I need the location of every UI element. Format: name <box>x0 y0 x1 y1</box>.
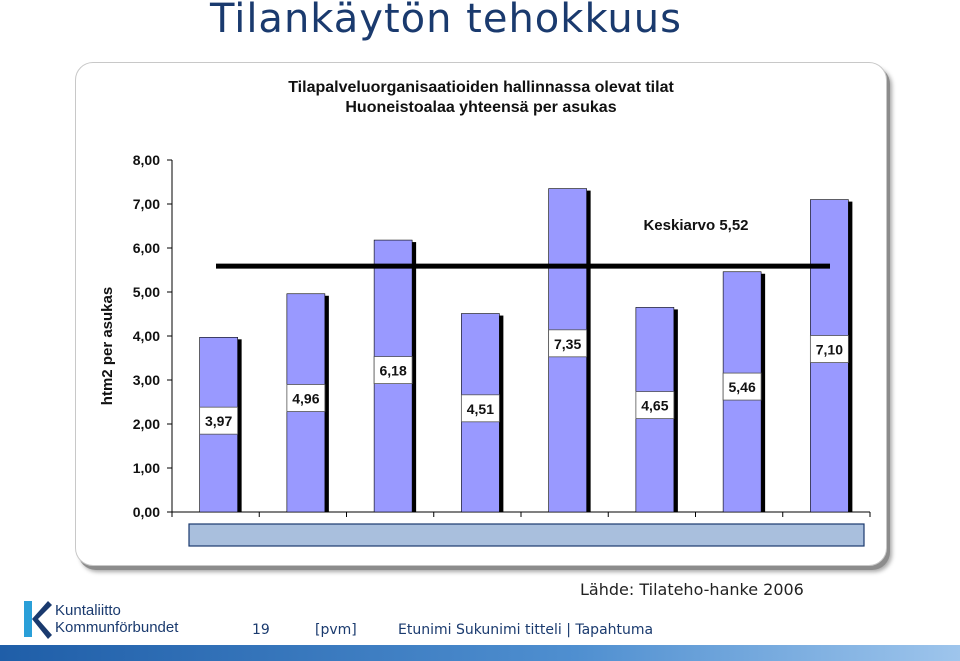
footer-presenter: Etunimi Sukunimi titteli | Tapahtuma <box>398 622 654 638</box>
logo-line1: Kuntaliitto <box>55 602 121 619</box>
footer-page-number: 19 <box>252 622 270 638</box>
value-label: 7,10 <box>816 342 843 358</box>
value-label: 4,51 <box>467 401 494 417</box>
value-label: 4,65 <box>641 398 668 414</box>
chart-frame: Tilapalveluorganisaatioiden hallinnassa … <box>75 62 887 566</box>
y-tick-label: 2,00 <box>133 416 160 432</box>
value-label-box <box>722 372 762 401</box>
y-axis-label: htm2 per asukas <box>99 287 116 405</box>
source-note: Lähde: Tilateho-hanke 2006 <box>580 580 804 599</box>
value-label-box <box>809 335 849 363</box>
value-label: 7,35 <box>554 336 581 352</box>
value-label-box <box>373 356 413 385</box>
value-label-box <box>286 384 326 412</box>
average-label: Keskiarvo 5,52 <box>643 217 748 234</box>
kuntaliitto-logo: Kuntaliitto Kommunförbundet <box>22 597 212 641</box>
footer-bar <box>0 645 960 661</box>
value-label-box <box>199 406 239 435</box>
y-tick-label: 3,00 <box>133 372 160 388</box>
value-label: 4,96 <box>292 391 319 407</box>
value-label: 6,18 <box>380 363 407 379</box>
value-label-box <box>635 391 675 420</box>
y-tick-label: 4,00 <box>133 328 160 344</box>
y-tick-label: 1,00 <box>133 460 160 476</box>
y-tick-label: 7,00 <box>133 196 160 212</box>
y-tick-label: 8,00 <box>133 152 160 168</box>
kuntaliitto-k-logo-icon <box>24 601 52 639</box>
chart-subtitle: Huoneistoalaa yhteensä per asukas <box>345 99 617 116</box>
slide-title: Tilankäytön tehokkuus <box>210 0 682 42</box>
plot-area <box>172 160 870 512</box>
value-label-box <box>460 394 500 423</box>
value-label: 5,46 <box>729 379 756 395</box>
y-tick-label: 6,00 <box>133 240 160 256</box>
value-label: 3,97 <box>205 413 232 429</box>
x-category-band <box>188 523 865 547</box>
y-tick-label: 5,00 <box>133 284 160 300</box>
chart-title: Tilapalveluorganisaatioiden hallinnassa … <box>288 79 674 96</box>
bar-chart: 0,00 1,00 2,00 3,00 4,00 5,00 6,00 7,00 8,00 htm2… <box>99 152 871 547</box>
logo-line2: Kommunförbundet <box>55 619 179 636</box>
footer-date: [pvm] <box>315 622 357 638</box>
value-label-box <box>548 329 588 358</box>
y-tick-label: 0,00 <box>133 504 160 520</box>
